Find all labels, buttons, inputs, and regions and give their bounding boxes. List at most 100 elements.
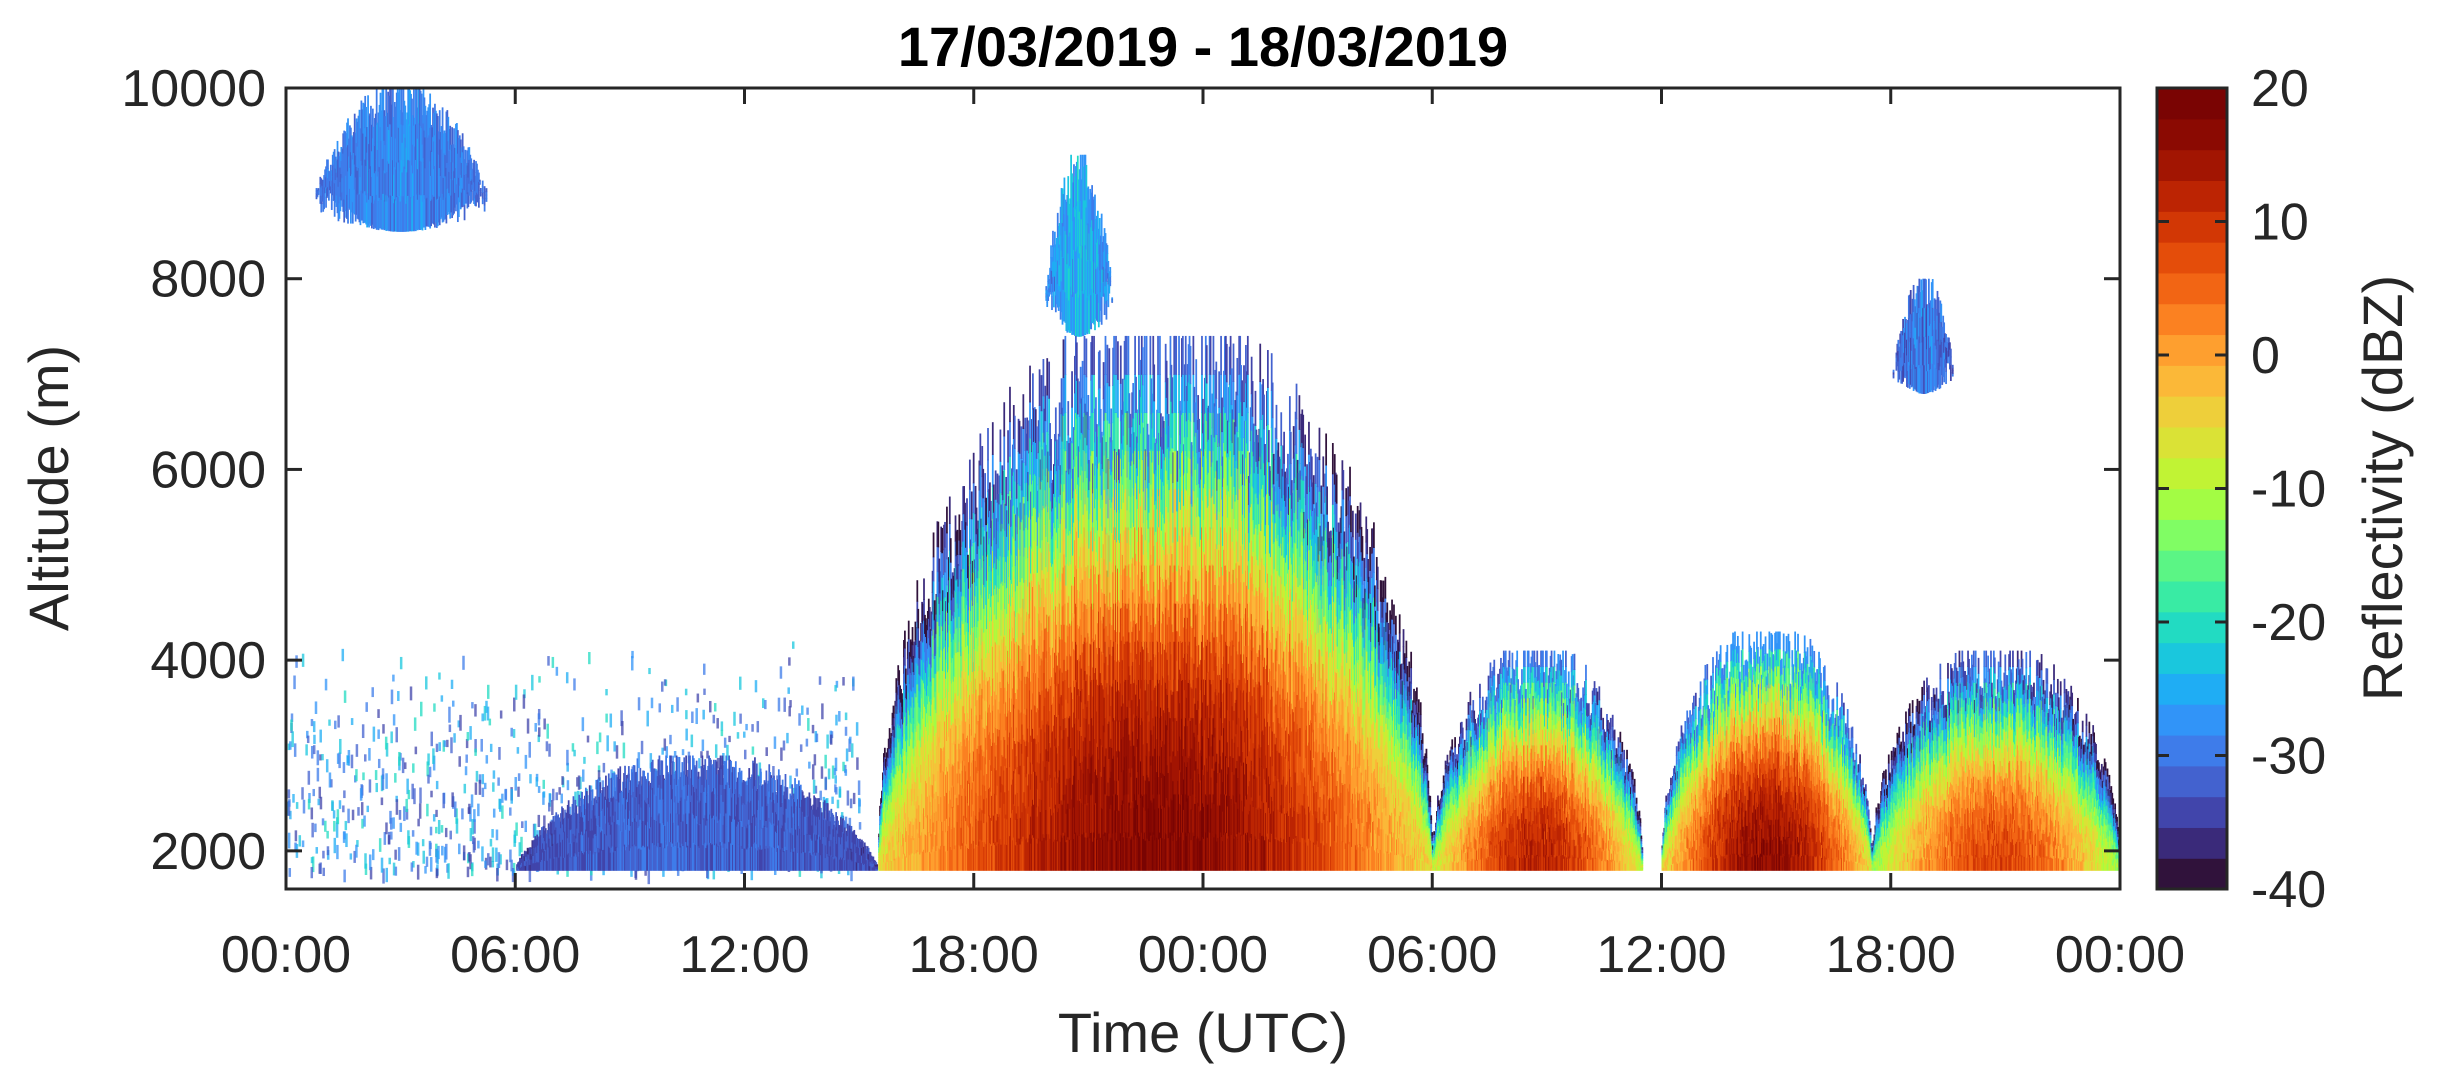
echo-cell bbox=[841, 818, 844, 833]
echo-cell bbox=[372, 202, 375, 230]
echo-speckle bbox=[777, 697, 781, 712]
echo-cell bbox=[956, 578, 959, 604]
echo-cell bbox=[338, 171, 341, 188]
echo-cell bbox=[632, 843, 635, 871]
echo-cell bbox=[944, 596, 946, 623]
echo-cell bbox=[910, 723, 913, 741]
echo-cell bbox=[802, 851, 805, 871]
echo-cell bbox=[473, 192, 475, 205]
echo-cell bbox=[926, 758, 929, 779]
echo-cell bbox=[379, 193, 382, 229]
echo-cell bbox=[595, 817, 598, 836]
echo-cell bbox=[441, 164, 444, 194]
echo-cell bbox=[537, 853, 539, 863]
echo-cell bbox=[723, 788, 726, 817]
echo-cell bbox=[965, 621, 967, 648]
echo-cell bbox=[1086, 297, 1089, 335]
echo-cell bbox=[740, 845, 743, 871]
echo-cell bbox=[766, 783, 769, 806]
echo-speckle bbox=[576, 777, 579, 787]
echo-cell bbox=[603, 828, 605, 851]
echo-cell bbox=[320, 203, 323, 213]
echo-cell bbox=[897, 694, 900, 710]
echo-cell bbox=[898, 755, 901, 771]
echo-speckle bbox=[306, 735, 310, 744]
echo-cell bbox=[913, 706, 916, 724]
echo-cell bbox=[570, 814, 573, 830]
echo-cell bbox=[331, 174, 334, 186]
echo-cell bbox=[965, 820, 967, 846]
echo-cell bbox=[871, 866, 874, 871]
echo-cell bbox=[975, 740, 978, 768]
echo-speckle bbox=[455, 808, 458, 824]
echo-cell bbox=[330, 199, 333, 210]
echo-cell bbox=[746, 806, 749, 829]
echo-cell bbox=[324, 169, 326, 176]
echo-speckle bbox=[671, 755, 675, 763]
echo-speckle bbox=[321, 818, 325, 826]
echo-cell bbox=[963, 595, 965, 624]
echo-speckle bbox=[597, 765, 601, 773]
echo-cell bbox=[430, 124, 432, 151]
echo-cell bbox=[464, 189, 467, 204]
echo-cell bbox=[840, 836, 843, 849]
echo-cell bbox=[840, 817, 842, 832]
echo-cell bbox=[712, 790, 714, 818]
echo-cell bbox=[945, 697, 947, 718]
echo-cell bbox=[981, 476, 984, 508]
echo-cell bbox=[901, 832, 903, 846]
echo-cell bbox=[517, 868, 519, 871]
echo-speckle bbox=[448, 706, 451, 723]
echo-cell bbox=[740, 770, 743, 797]
echo-speckle bbox=[835, 680, 839, 688]
echo-cell bbox=[564, 826, 567, 842]
echo-cell bbox=[395, 161, 398, 198]
echo-cell bbox=[694, 844, 697, 871]
echo-cell bbox=[980, 619, 983, 645]
echo-cell bbox=[947, 731, 949, 752]
echo-cell bbox=[603, 787, 605, 809]
echo-cell bbox=[807, 833, 810, 853]
echo-cell bbox=[891, 847, 894, 860]
echo-cell bbox=[969, 657, 972, 682]
echo-cell bbox=[1075, 250, 1077, 294]
echo-cell bbox=[895, 705, 898, 721]
echo-cell bbox=[814, 851, 816, 871]
echo-cell bbox=[1077, 296, 1080, 337]
echo-cell bbox=[880, 834, 882, 840]
echo-cell bbox=[540, 843, 542, 854]
echo-cell bbox=[524, 851, 527, 857]
echo-cell bbox=[769, 820, 772, 847]
echo-cell bbox=[584, 851, 586, 871]
echo-cell bbox=[328, 171, 331, 177]
echo-cell bbox=[541, 848, 543, 861]
echo-cell bbox=[412, 201, 414, 231]
echo-cell bbox=[617, 844, 620, 871]
echo-cell bbox=[892, 705, 895, 719]
echo-cell bbox=[656, 799, 659, 824]
echo-cell bbox=[897, 826, 900, 842]
echo-cell bbox=[326, 159, 328, 170]
echo-cell bbox=[969, 563, 972, 588]
echo-cell bbox=[949, 538, 952, 563]
echo-cell bbox=[734, 761, 737, 790]
echo-cell bbox=[1084, 244, 1087, 291]
echo-cell bbox=[929, 749, 932, 768]
echo-cell bbox=[939, 763, 942, 786]
echo-cell bbox=[897, 752, 900, 769]
echo-cell bbox=[967, 644, 969, 669]
echo-cell bbox=[904, 826, 907, 842]
echo-cell bbox=[955, 797, 958, 823]
echo-cell bbox=[592, 821, 595, 839]
echo-cell bbox=[759, 819, 762, 846]
echo-cell bbox=[455, 145, 457, 168]
echo-cell bbox=[1054, 244, 1057, 262]
echo-cell bbox=[746, 848, 749, 871]
echo-cell bbox=[878, 833, 880, 838]
echo-cell bbox=[776, 801, 779, 826]
echo-cell bbox=[361, 109, 364, 138]
echo-cell bbox=[624, 817, 626, 845]
echo-cell bbox=[544, 849, 547, 861]
echo-speckle bbox=[310, 857, 314, 864]
echo-cell bbox=[965, 745, 967, 772]
